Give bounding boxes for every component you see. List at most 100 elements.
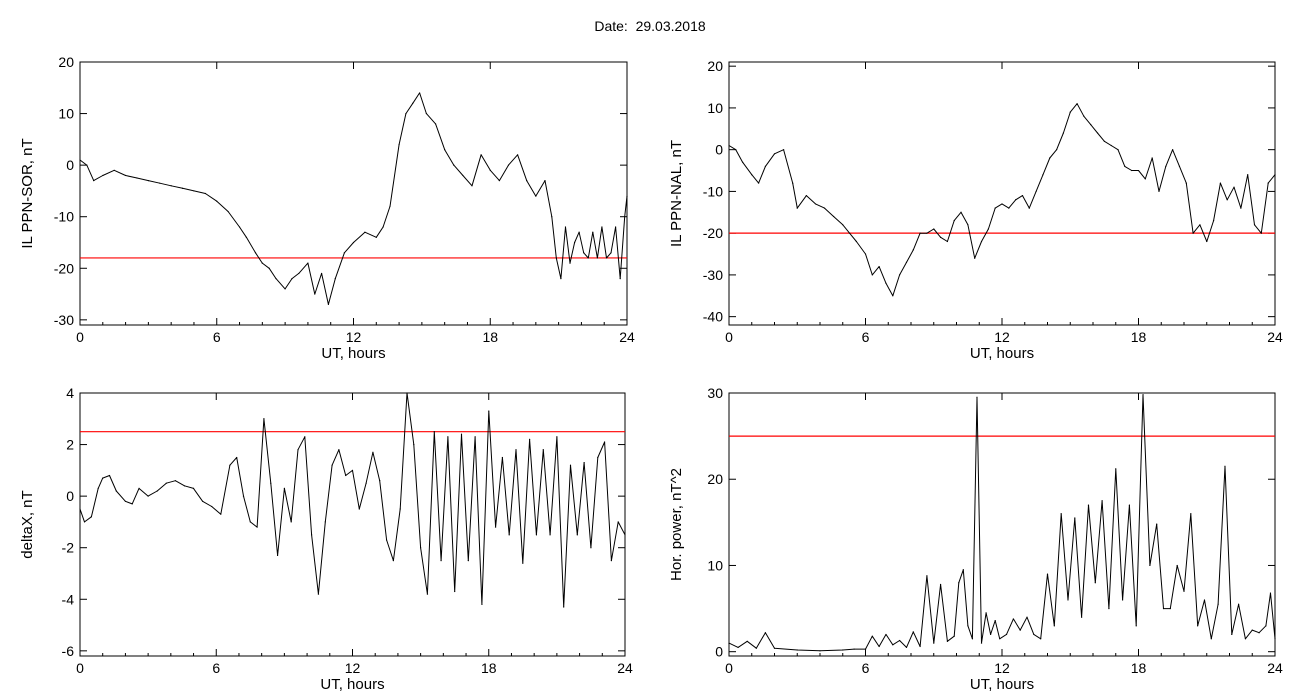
- panel-1-data-point: [375, 236, 377, 238]
- panel-4-ylabel: Hor. power, nT^2: [668, 468, 685, 581]
- panel-1-data-point: [544, 180, 546, 182]
- panel-1-data-point: [86, 164, 88, 166]
- panel-4-data-point: [1012, 618, 1014, 620]
- panel-4-data-point: [819, 650, 821, 652]
- panel-2-data-point: [1083, 115, 1085, 117]
- panel-1-xtick-label: 24: [619, 329, 635, 345]
- panel-1-data-point: [298, 272, 300, 275]
- panel-1-data-point: [238, 226, 241, 228]
- panel-2-data-point: [994, 207, 996, 209]
- panel-2-data-point: [751, 174, 753, 176]
- panel-1-data-point: [453, 164, 455, 166]
- panel-1-data-point: [610, 252, 612, 254]
- panel-4-data-point: [1121, 599, 1124, 601]
- panel-3-data-point: [515, 449, 517, 451]
- panel-3-ytick-label: -6: [62, 643, 75, 659]
- panel-2-data-point: [1172, 149, 1174, 151]
- panel-2-data-point: [926, 232, 928, 234]
- panel-1-data-point: [578, 231, 580, 233]
- panel-1-data-point: [535, 195, 537, 197]
- panel-1-data-point: [624, 216, 626, 218]
- panel-4-data-point: [1067, 599, 1069, 601]
- panel-2-data-point: [1096, 132, 1099, 134]
- panel-1-data-point: [626, 195, 628, 197]
- panel-1-data-point: [245, 236, 247, 238]
- panel-3-data-point: [358, 508, 360, 510]
- panel-4-series-line: [728, 394, 1276, 652]
- panel-3-data-point: [522, 562, 524, 564]
- panel-4-data-point: [864, 648, 867, 650]
- panel-2-data-point: [1267, 182, 1269, 184]
- panel-3-data-point: [90, 516, 92, 518]
- panel-4-data-point: [976, 396, 978, 398]
- panel-4-data-point: [990, 633, 992, 636]
- panel-2-frame: [728, 61, 1276, 326]
- panel-3-data-point: [311, 534, 313, 536]
- panel-3-ytick-label: -2: [62, 540, 75, 556]
- panel-2-data-point: [953, 220, 955, 222]
- panel-3-data-point: [183, 485, 186, 487]
- panel-1-data-point: [489, 169, 491, 171]
- panel-4-data-point: [1142, 394, 1144, 396]
- panel-2-data-point: [912, 249, 914, 251]
- panel-2-data-point: [728, 144, 730, 147]
- panel-4-data-point: [1251, 629, 1253, 631]
- panel-4-data-point: [1224, 465, 1226, 467]
- panel-2-data-point: [735, 149, 737, 151]
- panel-4-data-point: [853, 648, 855, 650]
- panel-1-data-point: [181, 187, 184, 189]
- panel-3-data-point: [97, 487, 99, 490]
- panel-4-data-point: [985, 612, 987, 614]
- panel-4-data-point: [1019, 629, 1021, 631]
- panel-2-data-point: [814, 203, 817, 205]
- panel-2-data-point: [1199, 224, 1201, 226]
- panel-3-data-point: [220, 513, 222, 515]
- panel-3-series-line: [79, 392, 626, 608]
- panel-3-data-point: [156, 490, 158, 492]
- panel-3-data-point: [283, 487, 285, 490]
- panel-3-data-point: [406, 392, 408, 394]
- panel-2-data-point: [842, 224, 844, 226]
- panel-2-data-point: [919, 232, 921, 234]
- panel-2-data-point: [1069, 111, 1071, 113]
- panel-1-xtick-label: 0: [76, 329, 84, 345]
- panel-2-data-point: [823, 207, 826, 209]
- panel-4-data-point: [962, 569, 964, 571]
- panel-1-data-point: [364, 231, 366, 233]
- panel-4-data-point: [1265, 625, 1267, 627]
- panel-2-data-point: [1056, 149, 1058, 151]
- panel-2-data-point: [1021, 194, 1024, 197]
- panel-3-data-point: [365, 482, 367, 484]
- panel-3-data-point: [338, 449, 340, 451]
- panel-2-data-point: [783, 149, 785, 151]
- panel-1-data-point: [227, 210, 229, 213]
- panel-1-data-point: [320, 272, 323, 275]
- panel-3-data-point: [603, 441, 606, 443]
- panel-1-data-point: [284, 288, 286, 290]
- panel-1-data-point: [480, 154, 482, 156]
- panel-3-xtick-label: 24: [617, 660, 633, 676]
- panel-2-ylabel: IL PPN-NAL, nT: [668, 140, 685, 247]
- panel-2-data-point: [773, 153, 776, 155]
- panel-2-ytick-label: 20: [707, 58, 723, 74]
- panel-4-xtick-label: 12: [994, 660, 1010, 676]
- panel-4-data-point: [946, 640, 949, 642]
- panel-4-data-point: [1128, 504, 1130, 506]
- panel-4-data-point: [1231, 633, 1233, 636]
- panel-3-data-point: [597, 456, 599, 459]
- panel-1-ytick-label: 0: [66, 157, 74, 173]
- panel-4-data-point: [746, 640, 748, 642]
- panel-4-data-point: [1074, 517, 1076, 519]
- panel-4-data-point: [842, 649, 844, 651]
- panel-3-data-point: [474, 436, 476, 438]
- panel-2-data-point: [871, 274, 873, 276]
- panel-4-data-point: [971, 638, 974, 640]
- panel-3-data-point: [351, 469, 354, 471]
- panel-1-frame: [79, 61, 628, 326]
- panel-4-data-point: [1040, 638, 1042, 640]
- panel-3-data-point: [79, 508, 81, 510]
- panel-4-data-point: [1005, 633, 1008, 636]
- panel-4-data-point: [912, 631, 914, 633]
- panel-2-data-point: [757, 182, 760, 184]
- panel-4-data-point: [1101, 500, 1103, 502]
